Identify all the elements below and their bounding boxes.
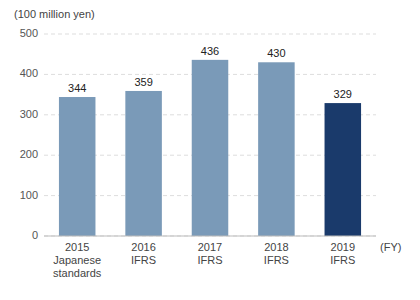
x-tick-label: 2016IFRS <box>131 241 156 266</box>
chart-container: 0 100 200 300 400 500 344 359 436 430 329 2015Japan… <box>0 0 420 300</box>
grid-line <box>44 236 376 237</box>
data-label: 436 <box>201 45 219 57</box>
chart: 0 100 200 300 400 500 344 359 436 430 329 2015Japan… <box>0 0 420 300</box>
data-label: 359 <box>134 76 152 88</box>
grid-line <box>44 34 376 35</box>
y-tick-label: 200 <box>20 148 38 160</box>
bar <box>125 91 162 236</box>
bar <box>258 62 295 236</box>
x-tick-label: 2015Japanesestandards <box>53 241 102 279</box>
x-tick-label: 2017IFRS <box>197 241 222 266</box>
bar <box>192 60 229 236</box>
grid <box>44 34 376 236</box>
x-axis-line <box>44 236 376 237</box>
x-tick-label: 2018IFRS <box>264 241 289 266</box>
title: (100 million yen) <box>14 8 95 20</box>
data-label: 430 <box>267 47 285 59</box>
data-label: 344 <box>68 82 86 94</box>
bar <box>325 103 362 236</box>
y-tick-label: 0 <box>32 229 38 241</box>
bar <box>59 97 96 236</box>
y-tick-label: 100 <box>20 189 38 201</box>
x-axis-label: (FY) <box>380 241 401 253</box>
x-tick-label: 2019IFRS <box>330 241 355 266</box>
y-tick-label: 400 <box>20 67 38 79</box>
data-label: 329 <box>334 88 352 100</box>
bars <box>59 60 361 236</box>
y-tick-label: 500 <box>20 27 38 39</box>
y-tick-label: 300 <box>20 108 38 120</box>
